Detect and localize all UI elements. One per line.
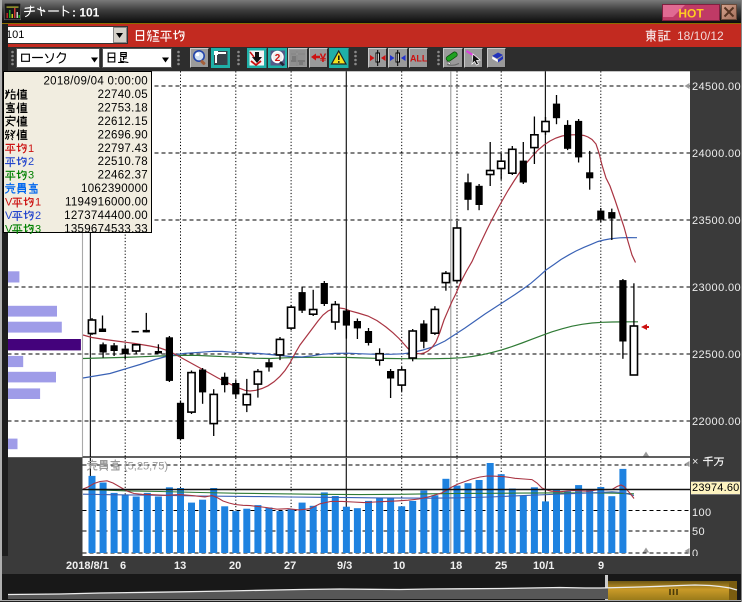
svg-text:18: 18 (450, 560, 462, 572)
svg-text:22000.00: 22000.00 (692, 416, 741, 428)
svg-text:22753.18: 22753.18 (98, 102, 148, 114)
svg-text:24500.00: 24500.00 (692, 81, 741, 93)
svg-text:13: 13 (174, 560, 186, 572)
svg-text:18/10/12: 18/10/12 (677, 29, 724, 43)
svg-text:¥: ¥ (319, 51, 326, 65)
svg-text:22612.15: 22612.15 (98, 116, 148, 128)
svg-text:22797.43: 22797.43 (98, 143, 148, 155)
svg-text:25: 25 (495, 560, 507, 572)
svg-text:22740.05: 22740.05 (98, 89, 148, 101)
svg-text:2018/09/04 0:00:00: 2018/09/04 0:00:00 (43, 75, 148, 87)
svg-text:×: × (692, 456, 698, 468)
svg-text:22500.00: 22500.00 (692, 349, 741, 361)
svg-text:1273744400.00: 1273744400.00 (64, 210, 148, 222)
svg-text:2: 2 (35, 210, 41, 222)
svg-text:24000.00: 24000.00 (692, 148, 741, 160)
svg-text:2: 2 (275, 53, 281, 64)
svg-text:2018/8/1: 2018/8/1 (66, 560, 109, 572)
svg-text:V: V (5, 196, 13, 208)
svg-text:22462.37: 22462.37 (98, 170, 148, 182)
svg-text:22696.90: 22696.90 (98, 129, 148, 141)
svg-text:22510.78: 22510.78 (98, 156, 148, 168)
svg-text:2: 2 (28, 156, 34, 168)
svg-text:50: 50 (692, 526, 705, 538)
svg-text:HOT: HOT (678, 6, 704, 20)
svg-text:V: V (5, 223, 13, 234)
svg-text:23500.00: 23500.00 (692, 215, 741, 227)
svg-text:3: 3 (28, 170, 34, 182)
svg-text:27: 27 (284, 560, 296, 572)
svg-text:ALL: ALL (410, 53, 428, 63)
svg-text:1: 1 (28, 143, 34, 155)
svg-text:3: 3 (35, 223, 41, 234)
svg-text:20: 20 (229, 560, 241, 572)
svg-text:6: 6 (120, 560, 126, 572)
svg-text:1062390000: 1062390000 (81, 183, 148, 195)
svg-text:(5,25,75): (5,25,75) (124, 461, 168, 473)
svg-text:10: 10 (393, 560, 405, 572)
svg-text:1359674533.33: 1359674533.33 (64, 223, 148, 234)
svg-text:1: 1 (35, 196, 41, 208)
svg-text:: 101: : 101 (72, 6, 100, 20)
svg-text:9: 9 (598, 560, 604, 572)
svg-text:23000.00: 23000.00 (692, 282, 741, 294)
svg-text:V: V (5, 210, 13, 222)
svg-text:0: 0 (692, 548, 699, 560)
svg-text:1194916000.00: 1194916000.00 (65, 196, 148, 208)
svg-text:10/1: 10/1 (533, 560, 554, 572)
svg-text:9/3: 9/3 (337, 560, 352, 572)
svg-text:100: 100 (692, 507, 712, 519)
